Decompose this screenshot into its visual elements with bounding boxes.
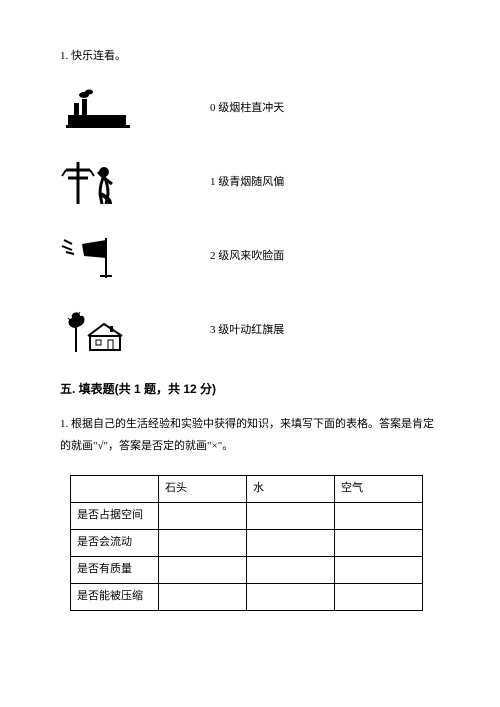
table-header-row: 石头 水 空气 (71, 475, 423, 502)
match-row: 0 级烟柱直冲天 (60, 84, 440, 134)
table-cell (247, 583, 335, 610)
table-cell: 是否有质量 (71, 556, 159, 583)
table-cell (159, 556, 247, 583)
match-label: 3 级叶动红旗展 (210, 322, 284, 340)
table-cell (335, 556, 423, 583)
section-5-header: 五. 填表题(共 1 题，共 12 分) (60, 380, 440, 399)
tree-house-icon (60, 306, 140, 356)
match-label: 2 级风来吹脸面 (210, 248, 284, 266)
table-cell (335, 502, 423, 529)
table-cell (159, 583, 247, 610)
match-row: 2 级风来吹脸面 (60, 232, 440, 282)
wind-flag-icon (60, 232, 140, 282)
table-cell (247, 556, 335, 583)
table-header (71, 475, 159, 502)
table-cell: 是否占据空间 (71, 502, 159, 529)
question-instruction: 1. 根据自己的生活经验和实验中获得的知识，来填写下面的表格。答案是肯定的就画"… (60, 413, 440, 457)
table-row: 是否有质量 (71, 556, 423, 583)
table-cell (335, 529, 423, 556)
pole-person-icon (60, 158, 140, 208)
table-cell (159, 502, 247, 529)
table-cell (247, 502, 335, 529)
match-row: 1 级青烟随风偏 (60, 158, 440, 208)
answer-table: 石头 水 空气 是否占据空间 是否会流动 是否有质量 是否能被压缩 (70, 475, 423, 611)
match-label: 1 级青烟随风偏 (210, 174, 284, 192)
factory-smoke-icon (60, 84, 140, 134)
match-label: 0 级烟柱直冲天 (210, 100, 284, 118)
match-row: 3 级叶动红旗展 (60, 306, 440, 356)
table-cell (159, 529, 247, 556)
table-cell (247, 529, 335, 556)
table-header: 空气 (335, 475, 423, 502)
table-row: 是否能被压缩 (71, 583, 423, 610)
table-cell: 是否能被压缩 (71, 583, 159, 610)
table-header: 石头 (159, 475, 247, 502)
question-1-title: 1. 快乐连看。 (60, 48, 440, 66)
table-row: 是否占据空间 (71, 502, 423, 529)
table-header: 水 (247, 475, 335, 502)
table-cell (335, 583, 423, 610)
table-cell: 是否会流动 (71, 529, 159, 556)
table-row: 是否会流动 (71, 529, 423, 556)
page: 1. 快乐连看。 0 级烟柱直冲天 (0, 0, 500, 651)
